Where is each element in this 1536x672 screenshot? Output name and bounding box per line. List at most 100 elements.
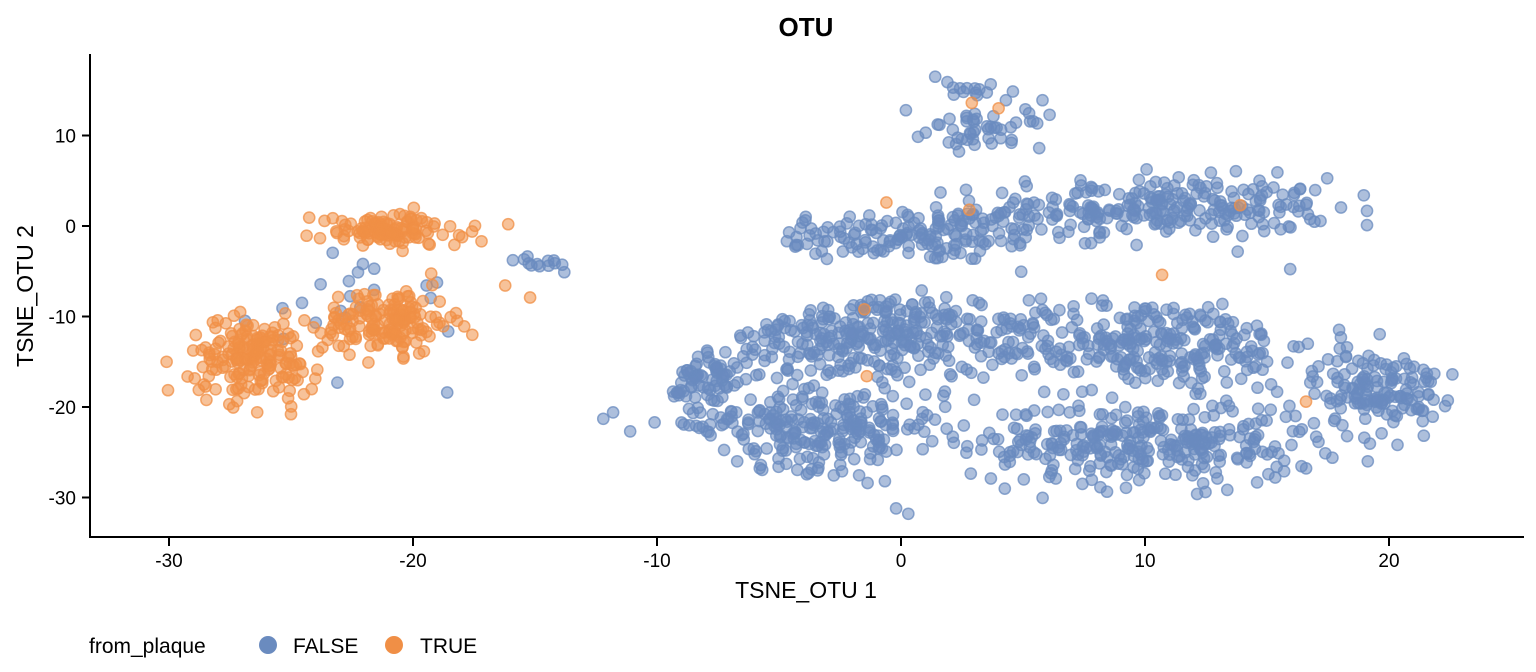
data-point-false: [1345, 362, 1359, 375]
data-point-false: [717, 443, 731, 457]
data-point-false: [1307, 416, 1321, 430]
data-point-false: [997, 311, 1010, 324]
data-point-true: [302, 211, 316, 224]
data-point-true: [278, 307, 292, 320]
data-point-false: [367, 262, 381, 276]
data-point-true: [424, 267, 438, 280]
data-point-false: [902, 239, 916, 253]
data-point-false: [968, 252, 982, 265]
data-point-false: [1005, 133, 1019, 147]
data-point-false: [1106, 332, 1120, 345]
data-point-false: [1356, 356, 1370, 370]
data-point-false: [1339, 350, 1353, 364]
data-point-false: [742, 442, 756, 456]
data-point-false: [1212, 205, 1226, 219]
data-point-false: [1175, 453, 1189, 466]
data-point-true: [965, 96, 979, 110]
data-point-false: [680, 363, 694, 377]
data-point-false: [1009, 116, 1023, 129]
data-point-false: [1040, 437, 1054, 451]
data-point-false: [1273, 206, 1286, 219]
plot-points: [160, 70, 1459, 521]
data-point-false: [1226, 340, 1239, 354]
data-point-false: [766, 342, 779, 356]
data-point-false: [925, 434, 939, 448]
data-point-false: [964, 467, 978, 480]
data-point-false: [1055, 326, 1069, 339]
data-point-false: [1229, 164, 1243, 178]
data-point-false: [1072, 399, 1085, 413]
data-point-false: [864, 223, 878, 237]
x-tick-label: -30: [155, 551, 182, 572]
data-point-false: [851, 389, 864, 403]
data-point-false: [1183, 213, 1197, 227]
data-point-false: [1071, 186, 1084, 200]
data-point-false: [1020, 179, 1034, 193]
data-point-false: [1112, 187, 1126, 201]
data-point-false: [1171, 187, 1184, 200]
data-point-false: [1226, 404, 1239, 418]
data-point-false: [947, 436, 961, 450]
data-point-false: [1068, 462, 1082, 476]
data-point-false: [1030, 117, 1044, 130]
data-point-false: [1363, 437, 1377, 450]
data-point-false: [760, 442, 774, 455]
data-point-false: [960, 109, 973, 123]
data-point-true: [242, 369, 256, 383]
data-point-false: [1036, 93, 1049, 107]
data-point-false: [1050, 424, 1063, 438]
data-point-false: [1076, 207, 1090, 221]
data-point-false: [1306, 370, 1320, 383]
data-point-false: [295, 296, 309, 310]
data-point-false: [741, 326, 755, 339]
data-point-false: [998, 205, 1012, 219]
data-point-false: [949, 304, 963, 318]
data-point-false: [1289, 409, 1302, 423]
data-point-true: [387, 209, 400, 222]
data-point-false: [880, 362, 894, 376]
data-point-false: [1251, 402, 1265, 416]
data-point-false: [1104, 438, 1118, 451]
x-tick-label: 0: [896, 551, 907, 572]
y-tick-label: 10: [55, 127, 76, 148]
data-point-false: [998, 482, 1012, 495]
data-point-true: [266, 384, 280, 398]
data-point-false: [1303, 212, 1317, 226]
data-point-false: [934, 186, 947, 199]
data-point-false: [773, 400, 787, 414]
data-point-false: [718, 368, 731, 381]
legend-title: from_plaque: [89, 635, 206, 658]
data-point-false: [1121, 199, 1134, 212]
data-point-false: [1078, 236, 1092, 250]
data-point-false: [1044, 352, 1057, 366]
data-point-false: [1187, 352, 1201, 366]
data-point-false: [1271, 166, 1284, 179]
data-point-false: [1119, 481, 1133, 495]
data-point-false: [867, 246, 881, 260]
data-point-true: [346, 307, 360, 321]
data-point-true: [218, 359, 232, 373]
data-point-false: [1112, 449, 1126, 462]
data-point-false: [547, 254, 561, 267]
data-point-false: [842, 236, 856, 249]
data-point-false: [1019, 408, 1033, 421]
data-point-false: [772, 452, 785, 465]
data-point-true: [308, 372, 322, 385]
data-point-false: [833, 458, 847, 472]
data-point-true: [1299, 395, 1313, 408]
data-point-false: [1067, 307, 1080, 321]
data-point-false: [999, 93, 1013, 107]
data-point-false: [1367, 392, 1381, 406]
data-point-false: [1053, 303, 1066, 317]
data-point-false: [833, 438, 847, 451]
data-point-false: [1097, 318, 1111, 331]
data-point-false: [1169, 468, 1182, 482]
data-point-false: [893, 303, 907, 316]
data-point-false: [851, 427, 865, 441]
data-point-false: [939, 349, 953, 362]
data-point-true: [230, 353, 243, 367]
data-point-false: [938, 400, 952, 414]
data-point-false: [1090, 214, 1103, 228]
data-point-false: [1008, 192, 1022, 206]
data-point-false: [1057, 432, 1071, 446]
